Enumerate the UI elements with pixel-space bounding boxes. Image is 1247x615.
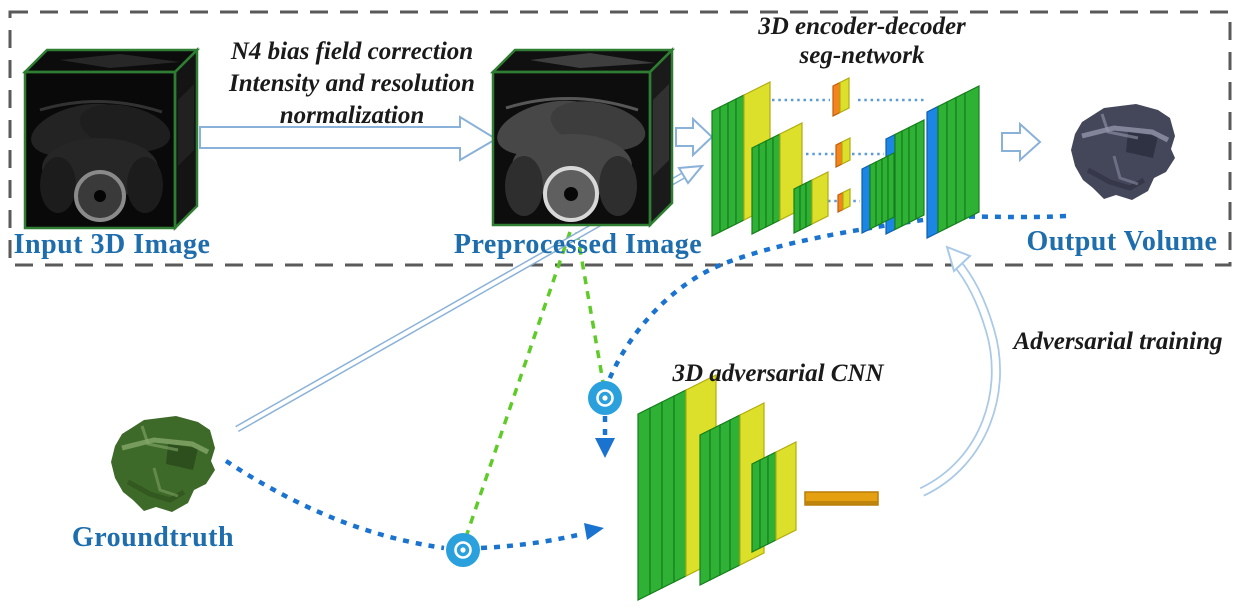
dashed-line-preprocessed-to-operator1 bbox=[575, 231, 605, 383]
conv-layer-slab bbox=[719, 419, 731, 576]
conv-layer-slab bbox=[699, 429, 711, 586]
conv-layer-slab bbox=[881, 155, 889, 224]
conv-layer-slab bbox=[841, 137, 851, 165]
input-image-label: Input 3D Image bbox=[13, 229, 211, 260]
seg-network-title: 3D encoder-decoder seg-network bbox=[758, 12, 966, 70]
conv-layer-slab bbox=[901, 126, 910, 227]
elementwise-product-operator-1 bbox=[588, 381, 622, 415]
conv-layer-slab bbox=[775, 441, 797, 541]
conv-layer-slab bbox=[765, 136, 774, 228]
input-3d-image-cube bbox=[21, 46, 201, 232]
preprocessed-image-cube bbox=[489, 46, 676, 229]
output-volume-blob bbox=[1071, 104, 1175, 200]
preprocessing-steps-label: N4 bias field correction Intensity and r… bbox=[229, 36, 475, 132]
conv-layer-slab bbox=[772, 133, 781, 225]
conv-layer-slab bbox=[709, 424, 721, 581]
conv-layer-slab bbox=[842, 188, 851, 211]
dashed-line-groundtruth-to-operator bbox=[224, 459, 445, 551]
conv-layer-slab bbox=[861, 164, 871, 234]
conv-layer-slab bbox=[875, 158, 883, 227]
conv-layer-slab bbox=[719, 102, 729, 233]
conv-layer-slab bbox=[869, 161, 877, 230]
pipeline-dashed-border bbox=[8, 10, 1232, 267]
elementwise-product-operator-2 bbox=[446, 533, 480, 567]
conv-layer-slab bbox=[758, 140, 767, 232]
output-arrow bbox=[1001, 121, 1042, 163]
dashed-line-preprocessed-to-operator2 bbox=[465, 231, 572, 535]
conv-layer-slab bbox=[926, 105, 939, 239]
dashed-line-operator-to-adversarial bbox=[480, 531, 583, 551]
conv-layer-slab bbox=[751, 143, 760, 235]
conv-layer-slab bbox=[946, 96, 957, 229]
conv-layer-slab bbox=[837, 191, 844, 213]
groundtruth-label: Groundtruth bbox=[71, 522, 235, 553]
dashed-line-output-to-operator bbox=[606, 213, 1067, 381]
bottleneck-feature-bar-2 bbox=[835, 137, 851, 168]
preprocessed-image-label: Preprocessed Image bbox=[453, 229, 703, 260]
conv-layer-slab bbox=[793, 185, 801, 234]
preprocessed-mri-slice bbox=[493, 72, 650, 225]
conv-layer-slab bbox=[805, 179, 813, 228]
decoder-conv-stack-3 bbox=[926, 85, 980, 239]
conv-layer-slab bbox=[759, 455, 769, 549]
adversarial-fc-bar bbox=[804, 491, 879, 506]
seg-network-title-line2: seg-network bbox=[799, 42, 925, 69]
conv-layer-slab bbox=[711, 106, 721, 237]
conv-layer-slab bbox=[894, 130, 903, 231]
seg-network-title-line1: 3D encoder-decoder bbox=[758, 13, 966, 40]
decoder-conv-stack-1 bbox=[861, 152, 895, 234]
adversarial-conv-stack-3 bbox=[751, 441, 797, 553]
conv-layer-slab bbox=[937, 101, 948, 234]
conv-layer-slab bbox=[751, 459, 761, 553]
adversarial-cnn-title: 3D adversarial CNN bbox=[672, 360, 884, 387]
adversarial-training-arrow bbox=[919, 245, 1001, 497]
conv-layer-slab bbox=[649, 401, 663, 595]
input-mri-slice bbox=[25, 72, 175, 228]
conv-layer-slab bbox=[673, 389, 687, 583]
bottleneck-feature-bar-1 bbox=[832, 77, 850, 117]
conv-layer-slab bbox=[637, 407, 651, 601]
conv-layer-slab bbox=[887, 152, 895, 221]
conv-layer-slab bbox=[767, 451, 777, 545]
preprocessing-step-line3: normalization bbox=[279, 102, 425, 129]
preprocessing-step-line1: N4 bias field correction bbox=[230, 38, 474, 65]
encoder-conv-stack-3 bbox=[793, 171, 829, 234]
conv-layer-slab bbox=[915, 119, 925, 220]
conv-layer-slab bbox=[811, 171, 829, 225]
conv-layer-slab bbox=[955, 92, 966, 225]
arrowhead-right bbox=[584, 523, 604, 540]
segnetwork-input-arrow bbox=[675, 116, 714, 158]
conv-layer-slab bbox=[839, 77, 850, 114]
groundtruth-blob bbox=[111, 416, 215, 512]
conv-layer-slab bbox=[832, 81, 841, 117]
conv-layer-slab bbox=[835, 141, 843, 168]
conv-layer-slab bbox=[735, 94, 745, 225]
output-volume-label: Output Volume bbox=[1026, 226, 1218, 257]
bottleneck-feature-bar-3 bbox=[837, 188, 851, 213]
arrowhead-down bbox=[595, 438, 615, 458]
preprocessing-step-line2: Intensity and resolution bbox=[229, 70, 475, 97]
conv-layer-slab bbox=[727, 98, 737, 229]
preprocessing-block-arrow bbox=[199, 115, 498, 162]
conv-layer-slab bbox=[799, 182, 807, 231]
conv-layer-slab bbox=[964, 85, 980, 220]
conv-layer-slab bbox=[661, 395, 675, 589]
conv-layer-slab bbox=[729, 414, 741, 571]
adversarial-training-label: Adversarial training bbox=[1013, 328, 1223, 355]
conv-layer-slab bbox=[908, 123, 917, 224]
